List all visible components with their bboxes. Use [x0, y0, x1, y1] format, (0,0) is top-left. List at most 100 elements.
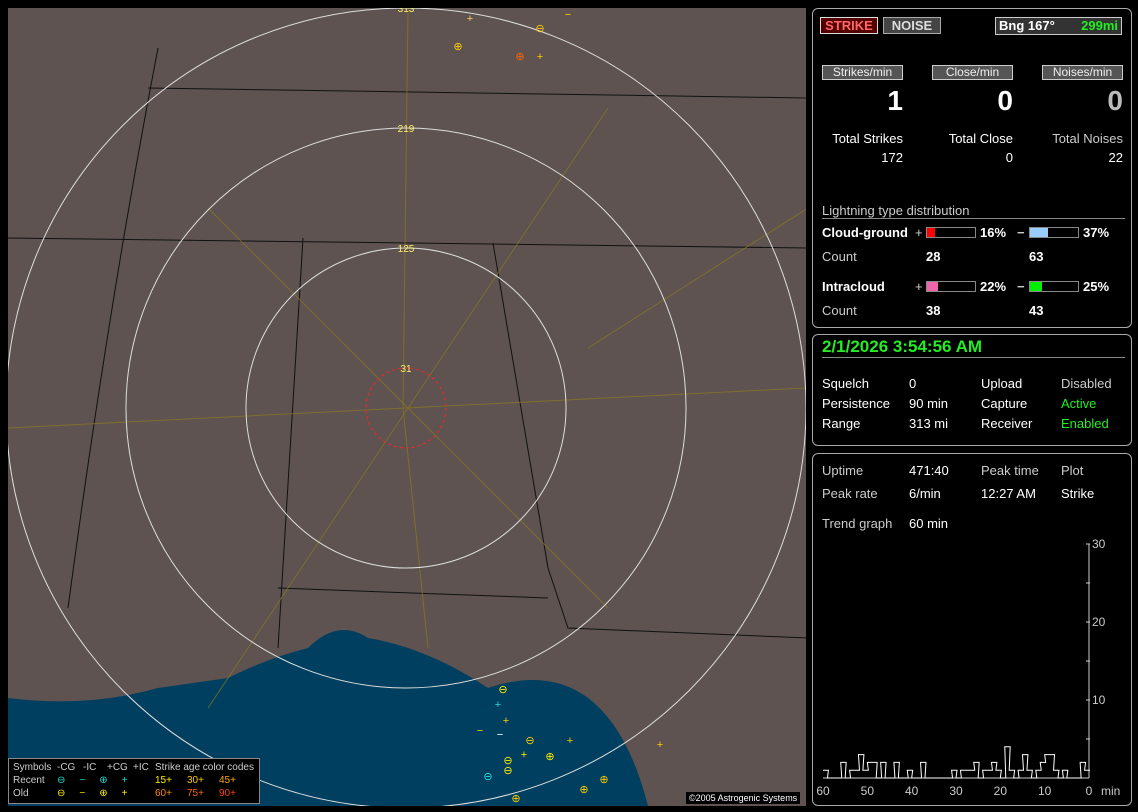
copyright: ©2005 Astrogenic Systems	[686, 792, 801, 804]
legend-neg-ic: -IC	[83, 762, 97, 773]
noise-button[interactable]: NOISE	[883, 17, 941, 34]
ic-label: Intracloud	[822, 279, 885, 294]
y-tick-label: 20	[1092, 615, 1106, 629]
trend-series-line	[823, 746, 1090, 779]
strike-marker: ⊕	[545, 751, 554, 763]
count-label: Count	[822, 249, 857, 264]
x-axis-label: min	[1101, 784, 1120, 798]
cg-positive-pct: 16%	[980, 225, 1007, 240]
info-value: 313 mi	[909, 416, 949, 431]
datetime: 2/1/2026 3:54:56 AM	[822, 337, 1125, 358]
x-tick-label: 10	[1038, 784, 1052, 798]
age-45: 45+	[219, 775, 236, 786]
close-range-ring	[365, 367, 447, 449]
info-label: Upload	[981, 376, 1023, 391]
strike-marker: +	[567, 735, 573, 747]
ic-positive-count: 38	[926, 303, 941, 318]
cg-positive-bar	[926, 227, 976, 238]
distribution-title: Lightning type distribution	[822, 203, 1125, 219]
info-label: Squelch	[822, 376, 869, 391]
legend-symbols: Symbols	[13, 762, 52, 773]
info-label: Capture	[981, 396, 1028, 411]
strike-marker: ⊕	[515, 51, 524, 63]
legend-pos-cg: +CG	[107, 762, 128, 773]
trend-label: Trend graph	[822, 516, 893, 531]
ring-label: 313	[398, 8, 415, 15]
ring-label: 219	[398, 124, 415, 135]
trend-graph: 30 20 10 60 50 40 30 20 10 0 min	[816, 537, 1120, 798]
strike-marker: ⊕	[599, 774, 608, 786]
legend-old: Old	[13, 788, 29, 799]
x-tick-label: 20	[994, 784, 1008, 798]
x-tick-label: 0	[1086, 784, 1093, 798]
bearing-readout: Bng 167° 299mi	[995, 17, 1122, 35]
peak-time-label: Peak time	[981, 463, 1039, 478]
strike-button[interactable]: STRIKE	[820, 17, 878, 34]
minus-sign: −	[1017, 279, 1025, 294]
legend-neg-cg: -CG	[57, 762, 76, 773]
y-tick-label: 10	[1092, 693, 1106, 707]
total-strikes-label: Total Strikes	[832, 131, 903, 146]
peak-rate: 6/min	[909, 486, 941, 501]
strike-marker: +	[657, 739, 663, 751]
x-tick-label: 40	[905, 784, 919, 798]
noises-min-button[interactable]: Noises/min	[1042, 65, 1123, 80]
strike-marker: ⊖	[503, 755, 512, 767]
ic-negative-bar	[1029, 281, 1079, 292]
strike-marker: ⊖	[503, 765, 512, 777]
noises-min-value: 0	[1107, 85, 1123, 116]
old-symbols: ⊖−⊕+	[57, 788, 142, 799]
legend-age-title: Strike age color codes	[155, 762, 254, 773]
info-panel: 2/1/2026 3:54:56 AM Squelch 0 Upload Disabl…	[812, 334, 1132, 446]
strike-marker: +	[495, 699, 501, 711]
minus-sign: −	[1017, 225, 1025, 240]
plot-label: Plot	[1061, 463, 1084, 478]
age-75: 75+	[187, 788, 204, 799]
total-noises-label: Total Noises	[1052, 131, 1123, 146]
stats-panel: Uptime 471:40 Peak time Plot Peak rate 6…	[812, 453, 1132, 806]
y-tick-label: 30	[1092, 537, 1106, 551]
age-90: 90+	[219, 788, 236, 799]
strike-marker: ⊖	[498, 684, 507, 696]
strike-marker: ⊖	[535, 23, 544, 35]
status-panel: STRIKE NOISE Bng 167° 299mi Strikes/min C…	[812, 8, 1132, 328]
ic-negative-pct: 25%	[1083, 279, 1110, 294]
uptime: 471:40	[909, 463, 949, 478]
strikes-min-button[interactable]: Strikes/min	[822, 65, 903, 80]
legend-recent: Recent	[13, 775, 45, 786]
ic-positive-pct: 22%	[980, 279, 1007, 294]
strike-markers: +⊕⊖⊕ +−⊖++− − ⊖ + ++⊖ ⊕⊖⊖ ⊕⊕⊕	[453, 9, 663, 805]
cg-negative-count: 63	[1029, 249, 1044, 264]
info-value: Disabled	[1061, 376, 1112, 391]
bearing: Bng 167°	[999, 18, 1055, 33]
strike-marker: ⊖	[525, 735, 534, 747]
strike-marker: +	[521, 749, 527, 761]
state-borders	[8, 47, 806, 649]
strike-marker: +	[467, 13, 473, 25]
info-value: Active	[1061, 396, 1097, 411]
plot-type[interactable]: Strike	[1061, 486, 1095, 501]
strike-marker: +	[503, 715, 509, 727]
strike-marker: −	[477, 725, 483, 737]
strike-marker: ⊕	[511, 793, 520, 805]
distance: 299mi	[1081, 18, 1118, 33]
ring-label: 125	[398, 244, 415, 255]
total-strikes: 172	[881, 150, 903, 165]
ic-positive-bar	[926, 281, 976, 292]
strike-marker: +	[537, 51, 543, 63]
total-noises: 22	[1108, 150, 1123, 165]
close-min-value: 0	[997, 85, 1013, 116]
strike-map[interactable]: 313 219 125 31 + ⊕ ⊖ ⊕ + − ⊖ + + − − ⊖ + + + ⊖ ⊕ ⊖ ⊖ ⊕ ⊕ ⊕	[8, 8, 806, 806]
ic-negative-count: 43	[1029, 303, 1044, 318]
info-value: Enabled	[1061, 416, 1109, 431]
peak-time: 12:27 AM	[981, 486, 1036, 501]
close-min-button[interactable]: Close/min	[932, 65, 1013, 80]
info-value: 90 min	[909, 396, 949, 411]
info-value: 0	[909, 376, 917, 391]
info-label: Range	[822, 416, 861, 431]
strike-marker: −	[497, 729, 503, 741]
peak-rate-label: Peak rate	[822, 486, 878, 501]
range-rings	[8, 8, 806, 806]
recent-symbols: ⊖−⊕+	[57, 775, 142, 786]
